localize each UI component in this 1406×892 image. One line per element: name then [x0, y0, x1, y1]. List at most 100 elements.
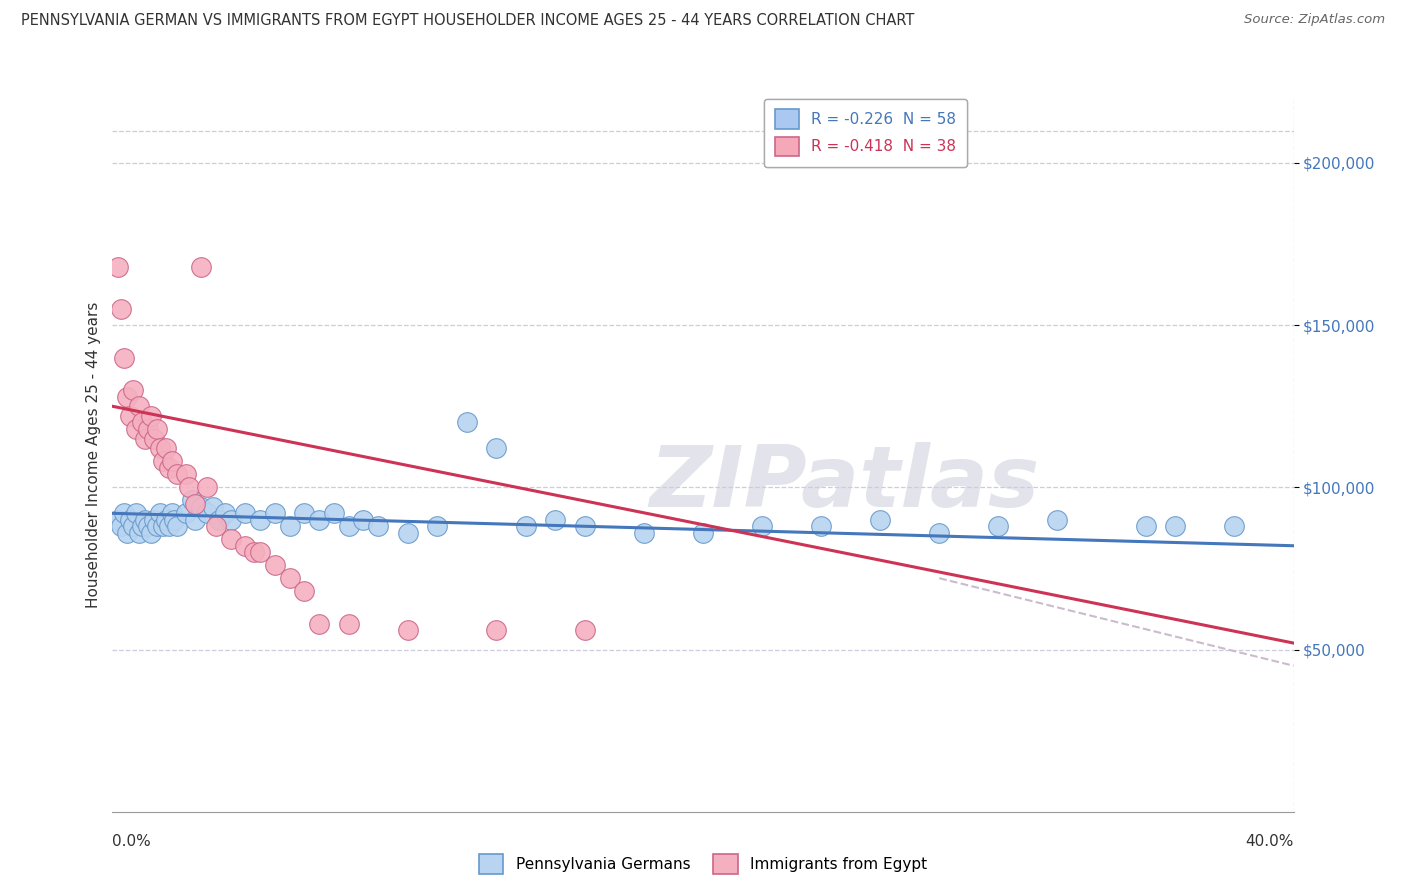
Point	[544, 513, 567, 527]
Point	[219, 513, 242, 527]
Point	[120, 513, 142, 527]
Point	[136, 519, 159, 533]
Point	[160, 454, 183, 468]
Point	[125, 506, 148, 520]
Point	[190, 500, 212, 514]
Point	[208, 513, 231, 527]
Text: PENNSYLVANIA GERMAN VS IMMIGRANTS FROM EGYPT HOUSEHOLDER INCOME AGES 25 - 44 YEA: PENNSYLVANIA GERMAN VS IMMIGRANTS FROM E…	[21, 13, 914, 29]
Point	[367, 519, 389, 533]
Point	[278, 519, 301, 533]
Point	[122, 519, 145, 533]
Point	[149, 442, 172, 456]
Point	[166, 519, 188, 533]
Point	[292, 506, 315, 520]
Point	[155, 513, 177, 527]
Point	[485, 442, 508, 456]
Point	[149, 506, 172, 520]
Point	[117, 390, 138, 404]
Point	[160, 506, 183, 520]
Point	[195, 480, 218, 494]
Point	[692, 525, 714, 540]
Point	[142, 432, 165, 446]
Point	[323, 506, 346, 520]
Point	[152, 454, 174, 468]
Point	[107, 260, 129, 274]
Point	[174, 506, 197, 520]
Point	[751, 519, 773, 533]
Point	[131, 519, 153, 533]
Point	[184, 497, 207, 511]
Point	[110, 301, 132, 316]
Point	[190, 260, 212, 274]
Point	[146, 422, 169, 436]
Text: 0.0%: 0.0%	[112, 834, 152, 849]
Point	[142, 513, 165, 527]
Point	[163, 513, 186, 527]
Point	[152, 519, 174, 533]
Legend: R = -0.226  N = 58, R = -0.418  N = 38: R = -0.226 N = 58, R = -0.418 N = 38	[763, 99, 967, 167]
Text: Source: ZipAtlas.com: Source: ZipAtlas.com	[1244, 13, 1385, 27]
Point	[396, 623, 419, 637]
Point	[139, 409, 162, 423]
Point	[107, 513, 129, 527]
Point	[426, 519, 449, 533]
Point	[249, 545, 271, 559]
Point	[134, 513, 156, 527]
Point	[928, 525, 950, 540]
Point	[485, 623, 508, 637]
Point	[633, 525, 655, 540]
Point	[810, 519, 832, 533]
Point	[128, 399, 150, 413]
Point	[337, 616, 360, 631]
Point	[134, 432, 156, 446]
Point	[574, 623, 596, 637]
Point	[110, 519, 132, 533]
Point	[1135, 519, 1157, 533]
Point	[195, 506, 218, 520]
Point	[214, 506, 236, 520]
Point	[157, 461, 180, 475]
Point	[120, 409, 142, 423]
Point	[1046, 513, 1069, 527]
Point	[157, 519, 180, 533]
Point	[219, 533, 242, 547]
Point	[456, 416, 478, 430]
Point	[352, 513, 374, 527]
Point	[166, 467, 188, 482]
Point	[574, 519, 596, 533]
Point	[249, 513, 271, 527]
Point	[184, 513, 207, 527]
Point	[515, 519, 537, 533]
Point	[243, 545, 266, 559]
Text: ZIPatlas: ZIPatlas	[650, 442, 1040, 525]
Point	[233, 539, 256, 553]
Point	[987, 519, 1010, 533]
Point	[117, 525, 138, 540]
Point	[131, 416, 153, 430]
Point	[1223, 519, 1246, 533]
Point	[1164, 519, 1187, 533]
Point	[233, 506, 256, 520]
Point	[396, 525, 419, 540]
Point	[146, 519, 169, 533]
Point	[136, 422, 159, 436]
Point	[308, 513, 330, 527]
Point	[181, 493, 204, 508]
Point	[278, 571, 301, 585]
Text: 40.0%: 40.0%	[1246, 834, 1294, 849]
Legend: Pennsylvania Germans, Immigrants from Egypt: Pennsylvania Germans, Immigrants from Eg…	[472, 848, 934, 880]
Point	[174, 467, 197, 482]
Point	[122, 383, 145, 397]
Point	[292, 584, 315, 599]
Point	[869, 513, 891, 527]
Point	[125, 422, 148, 436]
Y-axis label: Householder Income Ages 25 - 44 years: Householder Income Ages 25 - 44 years	[86, 301, 101, 608]
Point	[201, 500, 224, 514]
Point	[308, 616, 330, 631]
Point	[179, 480, 201, 494]
Point	[155, 442, 177, 456]
Point	[205, 519, 228, 533]
Point	[128, 525, 150, 540]
Point	[337, 519, 360, 533]
Point	[264, 558, 287, 573]
